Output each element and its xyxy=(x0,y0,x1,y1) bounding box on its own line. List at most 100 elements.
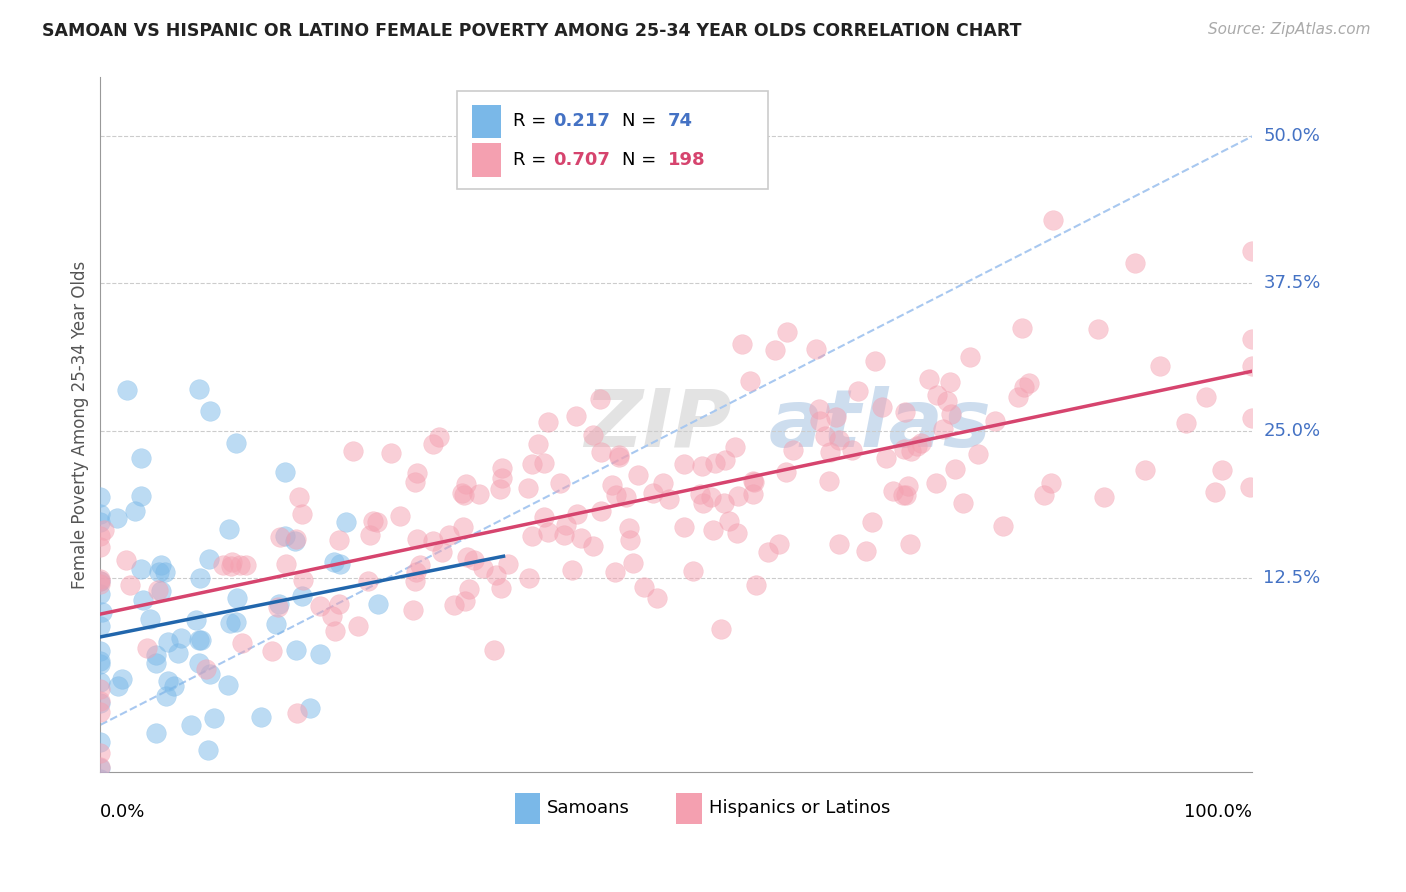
Point xyxy=(89,694,111,708)
Point xyxy=(744,475,766,490)
Point xyxy=(89,657,111,672)
Text: R =: R = xyxy=(513,112,551,130)
Point xyxy=(682,564,704,578)
Point xyxy=(846,384,869,399)
Point xyxy=(553,528,575,542)
Point xyxy=(335,515,357,529)
Point xyxy=(451,486,474,500)
Point xyxy=(782,443,804,458)
Point xyxy=(941,407,963,421)
Point xyxy=(619,533,641,547)
Point xyxy=(589,504,612,518)
Point xyxy=(808,414,831,428)
Point xyxy=(900,443,922,458)
Point xyxy=(131,450,153,465)
Point xyxy=(402,603,425,617)
Point xyxy=(907,439,929,453)
Point xyxy=(456,549,478,564)
Point xyxy=(422,534,444,549)
Point xyxy=(124,504,146,518)
Point xyxy=(89,705,111,719)
Bar xyxy=(472,104,501,138)
Point xyxy=(548,475,571,490)
Point xyxy=(872,400,894,414)
Point xyxy=(89,490,111,504)
Point xyxy=(600,478,623,492)
Point xyxy=(1123,256,1146,270)
Point xyxy=(309,599,332,613)
Point xyxy=(291,589,314,603)
Point xyxy=(89,529,111,543)
Point xyxy=(828,536,851,550)
Point xyxy=(488,482,510,496)
Point xyxy=(775,465,797,479)
Y-axis label: Female Poverty Among 25-34 Year Olds: Female Poverty Among 25-34 Year Olds xyxy=(72,260,89,589)
Point xyxy=(202,711,225,725)
Text: Source: ZipAtlas.com: Source: ZipAtlas.com xyxy=(1208,22,1371,37)
Point xyxy=(328,533,350,548)
Point xyxy=(768,537,790,551)
Point xyxy=(672,457,695,471)
Point xyxy=(235,558,257,572)
Point xyxy=(692,496,714,510)
Text: N =: N = xyxy=(621,112,662,130)
Point xyxy=(231,635,253,649)
Text: 12.5%: 12.5% xyxy=(1264,569,1320,587)
Point xyxy=(1211,463,1233,477)
Point xyxy=(266,617,288,632)
Point xyxy=(89,789,111,803)
Point xyxy=(533,510,555,524)
Point xyxy=(380,446,402,460)
Point xyxy=(197,789,219,803)
Point xyxy=(89,674,111,689)
Point xyxy=(323,624,346,639)
Point xyxy=(132,593,155,607)
Point xyxy=(454,593,477,607)
Point xyxy=(221,555,243,569)
Point xyxy=(959,350,981,364)
Point xyxy=(724,441,747,455)
Point xyxy=(422,437,444,451)
Point xyxy=(1239,480,1261,494)
Point xyxy=(453,488,475,502)
Point xyxy=(806,342,828,356)
Point xyxy=(260,644,283,658)
Point xyxy=(561,563,583,577)
Point xyxy=(288,491,311,505)
Text: 25.0%: 25.0% xyxy=(1264,422,1320,440)
Point xyxy=(105,510,128,524)
Point xyxy=(725,525,748,540)
Text: R =: R = xyxy=(513,151,551,169)
Point xyxy=(89,682,111,697)
Point xyxy=(211,558,233,573)
Point xyxy=(817,474,839,488)
Text: N =: N = xyxy=(621,151,662,169)
Point xyxy=(703,456,725,470)
Text: 198: 198 xyxy=(668,151,706,169)
Point xyxy=(582,428,605,442)
Point xyxy=(1149,359,1171,373)
Point xyxy=(367,597,389,611)
Point xyxy=(285,532,308,546)
Point xyxy=(910,436,932,450)
Text: atlas: atlas xyxy=(769,385,991,464)
Point xyxy=(814,429,837,443)
Point xyxy=(863,353,886,368)
Point xyxy=(482,643,505,657)
Text: 50.0%: 50.0% xyxy=(1264,128,1320,145)
Point xyxy=(406,532,429,546)
Point xyxy=(825,409,848,424)
Point xyxy=(744,578,766,592)
Point xyxy=(818,445,841,459)
Point xyxy=(651,475,673,490)
Point xyxy=(717,514,740,528)
Point xyxy=(89,572,111,586)
Point xyxy=(359,527,381,541)
Point xyxy=(89,772,111,786)
Point xyxy=(163,679,186,693)
Text: 37.5%: 37.5% xyxy=(1264,275,1320,293)
Point xyxy=(89,574,111,589)
Point xyxy=(321,608,343,623)
Point xyxy=(167,646,190,660)
Point xyxy=(274,529,297,543)
